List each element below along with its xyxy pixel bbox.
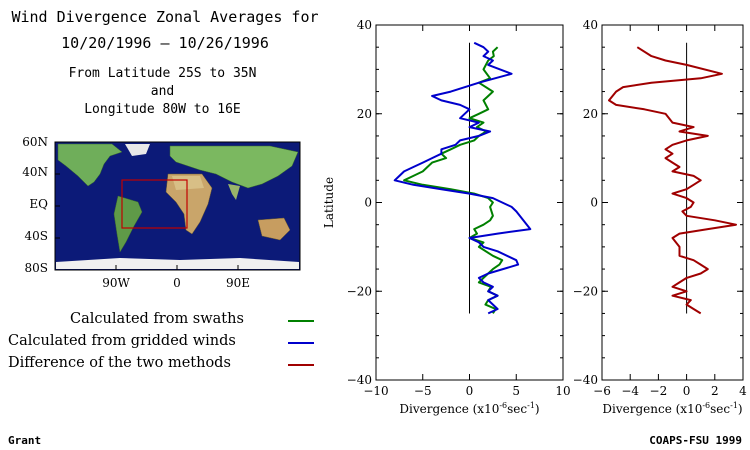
map-lat-label: 40S [25, 229, 49, 243]
x-axis-label-part: -1 [730, 401, 738, 410]
x-tick-label: 2 [711, 384, 719, 398]
legend-label-difference: Difference of the two methods [8, 355, 231, 371]
x-tick-label: −4 [621, 384, 639, 398]
legend-swatch-swaths [288, 320, 314, 322]
map-lat-label: EQ [29, 197, 48, 211]
map-lat-label: 60N [22, 135, 48, 149]
x-axis-label-part: sec [507, 402, 527, 416]
x-axis-label-part: ) [738, 402, 743, 416]
x-tick-label: −10 [363, 384, 388, 398]
map-north-america [57, 143, 123, 187]
region-latitude: From Latitude 25S to 35N [68, 66, 257, 81]
x-axis-label-part: -6 [702, 401, 710, 410]
x-tick-label: 4 [739, 384, 747, 398]
map-south-america [113, 195, 143, 253]
region-longitude: Longitude 80W to 16E [84, 102, 241, 117]
map-eurasia [169, 145, 299, 189]
world-map: 60N 40N EQ 40S 80S 90W 0 90E [22, 135, 301, 290]
map-india [228, 184, 240, 200]
x-tick-label: −2 [650, 384, 668, 398]
x-axis-label-part: sec [710, 402, 730, 416]
map-lon-label: 90E [226, 276, 250, 290]
series-line [608, 46, 737, 315]
legend-label-swaths: Calculated from swaths [70, 311, 244, 327]
y-tick-label: −40 [573, 373, 598, 387]
y-tick-label: −20 [573, 284, 598, 298]
map-lat-label: 40N [22, 165, 48, 179]
x-tick-label: 5 [512, 384, 520, 398]
legend-swatch-difference [288, 364, 314, 366]
y-tick-label: 20 [583, 107, 598, 121]
legend-swatch-gridded [288, 342, 314, 344]
series-line [393, 41, 532, 315]
figure-title: Wind Divergence Zonal Averages for [11, 8, 319, 26]
legend-label-gridded: Calculated from gridded winds [8, 333, 236, 349]
x-axis-label-part: -1 [527, 401, 535, 410]
y-tick-label: 0 [590, 196, 598, 210]
map-australia [257, 217, 291, 241]
y-tick-label: −40 [347, 373, 372, 387]
map-lon-label: 90W [102, 276, 130, 290]
x-tick-label: −5 [414, 384, 432, 398]
x-tick-label: −6 [593, 384, 611, 398]
x-tick-label: 0 [683, 384, 691, 398]
credit-label: COAPS-FSU 1999 [649, 434, 742, 447]
x-axis-label-part: -6 [499, 401, 507, 410]
x-tick-label: 10 [555, 384, 570, 398]
map-greenland [125, 144, 150, 156]
date-range: 10/20/1996 – 10/26/1996 [61, 34, 269, 52]
x-axis-label: Divergence (x10-6sec-1) [602, 401, 742, 416]
y-tick-label: 40 [583, 18, 598, 32]
map-lon-label: 0 [173, 276, 181, 290]
y-tick-label: 0 [364, 196, 372, 210]
map-region-box [121, 179, 188, 229]
y-tick-label: 20 [357, 107, 372, 121]
plot-frame [601, 24, 744, 381]
map-lat-label: 80S [25, 261, 49, 275]
x-axis-label-part: Divergence (x10 [399, 402, 499, 416]
x-axis-label-part: Divergence (x10 [602, 402, 702, 416]
x-axis-label: Divergence (x10-6sec-1) [399, 401, 539, 416]
region-and: and [150, 84, 175, 99]
y-axis-label: Latitude [322, 177, 336, 228]
x-tick-label: 0 [466, 384, 474, 398]
x-axis-label-part: ) [535, 402, 540, 416]
y-tick-label: 40 [357, 18, 372, 32]
author-label: Grant [8, 434, 42, 447]
y-tick-label: −20 [347, 284, 372, 298]
